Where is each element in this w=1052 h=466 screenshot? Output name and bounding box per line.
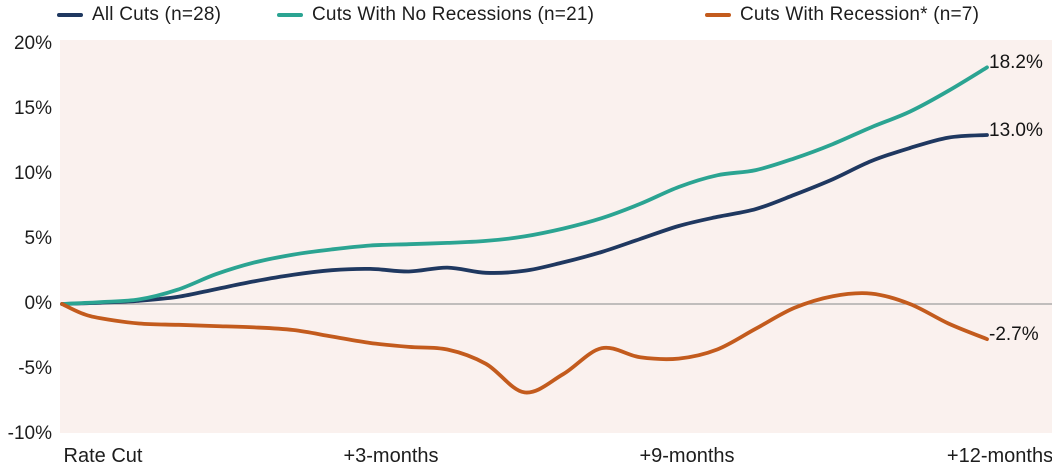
series-end-label: 18.2% bbox=[989, 52, 1043, 74]
series-end-label: -2.7% bbox=[989, 324, 1039, 346]
series-line-all-cuts-n-28 bbox=[60, 133, 989, 306]
y-axis-label: -5% bbox=[18, 358, 52, 379]
series-line-cuts-with-recession-n-7 bbox=[60, 291, 989, 395]
x-axis-label: +9-months bbox=[639, 445, 735, 466]
x-axis-label: +3-months bbox=[343, 445, 439, 466]
y-axis-label: 10% bbox=[13, 163, 52, 184]
plot-area bbox=[60, 40, 1052, 433]
legend-item-label: Cuts With Recession* (n=7) bbox=[740, 4, 980, 25]
legend-dash-icon bbox=[277, 13, 303, 17]
legend-item: All Cuts (n=28) bbox=[57, 4, 221, 26]
y-axis-label: 20% bbox=[13, 33, 52, 54]
y-axis-label: 5% bbox=[24, 228, 52, 249]
x-axis-label: +12-months bbox=[946, 445, 1052, 466]
x-axis-label: Rate Cut bbox=[63, 445, 143, 466]
y-axis-label: 15% bbox=[13, 98, 52, 119]
line-chart-svg bbox=[60, 65, 1052, 395]
legend: All Cuts (n=28) Cuts With No Recessions (… bbox=[0, 0, 1052, 32]
series-line-cuts-with-no-recessions-n-21 bbox=[60, 65, 989, 306]
legend-item: Cuts With No Recessions (n=21) bbox=[277, 4, 594, 26]
y-axis-label: -10% bbox=[7, 423, 52, 444]
y-axis-label: 0% bbox=[24, 293, 52, 314]
legend-item-label: All Cuts (n=28) bbox=[92, 4, 222, 25]
series-end-label: 13.0% bbox=[989, 120, 1043, 141]
legend-item: Cuts With Recession* (n=7) bbox=[705, 4, 979, 26]
legend-item-label: Cuts With No Recessions (n=21) bbox=[312, 4, 595, 25]
legend-dash-icon bbox=[705, 13, 731, 17]
legend-dash-icon bbox=[57, 13, 83, 17]
